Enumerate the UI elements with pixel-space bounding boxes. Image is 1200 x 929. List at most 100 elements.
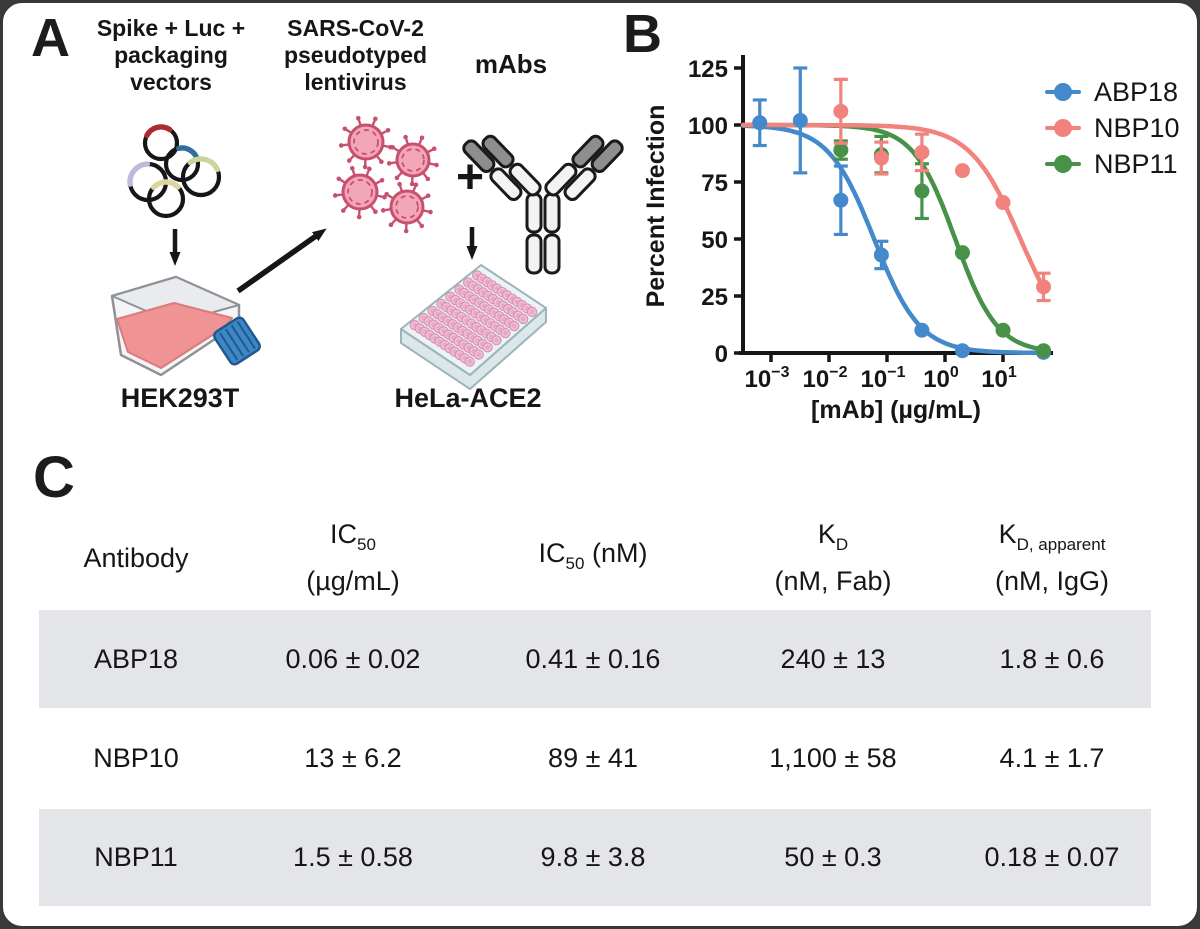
- antibody-right-arm: [544, 134, 624, 202]
- y-axis-title: Percent Infection: [642, 105, 670, 308]
- antibody-name-cell: ABP18: [93, 643, 179, 674]
- panel-a-letter: A: [31, 8, 70, 68]
- table-column-header: KD, apparent (nM, IgG): [953, 506, 1151, 610]
- data-point-NBP11: [833, 142, 849, 158]
- table-row: NBP10 13 ± 6.2 89 ± 41 1,100 ± 58 4.1 ± 1.7: [39, 708, 1151, 809]
- data-point-NBP11: [914, 183, 930, 199]
- plate-well-center: [503, 330, 508, 336]
- header-subscript: D: [835, 535, 849, 554]
- header-text: IC: [330, 519, 358, 549]
- antibody-left-arm: [462, 134, 542, 202]
- data-point-NBP11: [1036, 343, 1052, 359]
- value-cell: 1.5 ± 0.58: [293, 842, 413, 872]
- legend-label: ABP18: [1094, 76, 1179, 107]
- header-subscript: 50: [357, 535, 376, 554]
- antibody-stem: [525, 192, 561, 275]
- virus-particle: [380, 181, 433, 234]
- fit-curve-NBP10: [740, 122, 1047, 291]
- plasmid-insert-lavender: [127, 161, 169, 203]
- plasmid-insert-yellowgreen: [180, 156, 222, 198]
- table-column-header: Antibody: [39, 506, 233, 610]
- value-cell: 89 ± 41: [548, 743, 638, 773]
- x-tick-label: 10−3: [745, 364, 790, 393]
- data-point-NBP10: [995, 195, 1011, 211]
- pseudovirus-particles-icon: [332, 115, 439, 234]
- data-point-NBP10: [1036, 279, 1052, 295]
- header-text: (nM, Fab): [774, 566, 892, 596]
- results-table: Antibody IC50 (µg/mL) IC50 (nM) KD (nM, Fab) K…: [39, 506, 1151, 906]
- table-row: ABP18 0.06 ± 0.02 0.41 ± 0.16 240 ± 13 1.8 ±…: [39, 610, 1151, 708]
- data-point-NBP11: [995, 322, 1011, 338]
- x-tick-label: 100: [923, 364, 959, 393]
- data-point-ABP18: [792, 112, 808, 128]
- virus-particle: [338, 115, 393, 170]
- chart-legend: ABP18 NBP10 NBP11: [1045, 74, 1180, 182]
- plate-well-center: [511, 323, 517, 329]
- plasmids-caption: Spike + Luc + packaging vectors: [96, 15, 246, 95]
- table-column-header: IC50 (µg/mL): [233, 506, 473, 610]
- plate-well-center: [485, 344, 490, 350]
- table-column-header: IC50 (nM): [473, 506, 713, 610]
- x-tick-label: 10−2: [803, 364, 848, 393]
- plate-wells: [409, 270, 538, 367]
- plate-well-center: [476, 352, 482, 357]
- header-text: K: [817, 519, 836, 549]
- data-point-NBP10: [833, 103, 849, 119]
- data-point-ABP18: [833, 192, 849, 208]
- header-text: (µg/mL): [306, 566, 400, 596]
- virus-particle: [332, 165, 387, 220]
- value-cell: 13 ± 6.2: [304, 743, 402, 773]
- y-tick-label: 0: [715, 341, 728, 368]
- antibody-name-cell: NBP11: [94, 842, 178, 872]
- legend-marker-nbp10: [1045, 119, 1081, 137]
- value-cell: 240 ± 13: [780, 643, 886, 674]
- data-point-ABP18: [914, 322, 930, 338]
- header-text: K: [998, 519, 1017, 549]
- value-cell: 0.06 ± 0.02: [285, 643, 421, 674]
- data-point-ABP18: [954, 343, 970, 359]
- value-cell: 1.8 ± 0.6: [999, 643, 1105, 674]
- plate-well-center: [494, 337, 499, 343]
- virus-particle: [386, 134, 439, 187]
- data-point-NBP10: [954, 163, 970, 179]
- fit-curve-ABP18: [740, 123, 1047, 356]
- x-tick-label: 101: [981, 364, 1017, 393]
- antibody-icon: [462, 134, 624, 275]
- workflow-diagram: +: [110, 115, 624, 390]
- flask-cap: [213, 316, 261, 366]
- legend-item-nbp11: NBP11: [1045, 146, 1180, 182]
- mabs-caption: mAbs: [474, 49, 548, 79]
- value-cell: 0.18 ± 0.07: [984, 842, 1120, 872]
- plasmid-vectors-icon: [127, 124, 222, 219]
- plasmid-insert-yellow: [146, 179, 186, 219]
- header-subscript: 50: [565, 553, 585, 573]
- table-row: NBP11 1.5 ± 0.58 9.8 ± 3.8 50 ± 0.3 0.18 ± 0…: [39, 809, 1151, 906]
- legend-label: NBP10: [1094, 112, 1180, 143]
- data-point-NBP11: [954, 245, 970, 261]
- header-text: IC: [538, 537, 566, 568]
- plasmid-insert-blue: [163, 145, 201, 183]
- legend-marker-nbp11: [1045, 155, 1081, 173]
- header-text: (nM, IgG): [994, 566, 1109, 596]
- antibody-name-cell: NBP10: [93, 743, 179, 773]
- panel-c-letter: C: [33, 445, 75, 510]
- pseudovirus-caption: SARS-CoV-2 pseudotyped lentivirus: [283, 15, 428, 95]
- culture-flask-icon: [110, 275, 261, 377]
- neutralization-chart: 0 25 50 75 100 125 10−3 10−2 10−1 100 101[mAb] (µg…: [642, 55, 1053, 424]
- value-cell: 0.41 ± 0.16: [525, 643, 661, 674]
- plate-well-center: [520, 316, 526, 322]
- table-header-row: Antibody IC50 (µg/mL) IC50 (nM) KD (nM, Fab) K…: [39, 506, 1151, 610]
- y-tick-label: 75: [701, 170, 728, 197]
- y-tick-label: 25: [701, 284, 728, 311]
- legend-label: NBP11: [1094, 148, 1178, 179]
- header-subscript: D, apparent: [1016, 535, 1106, 554]
- table-body: ABP18 0.06 ± 0.02 0.41 ± 0.16 240 ± 13 1.8 ±…: [39, 610, 1151, 906]
- arrow-flask-to-virus: [236, 228, 327, 294]
- data-point-ABP18: [752, 115, 768, 131]
- data-point-NBP10: [873, 150, 889, 166]
- legend-item-nbp10: NBP10: [1045, 110, 1180, 146]
- legend-item-abp18: ABP18: [1045, 74, 1180, 110]
- value-cell: 4.1 ± 1.7: [999, 743, 1105, 773]
